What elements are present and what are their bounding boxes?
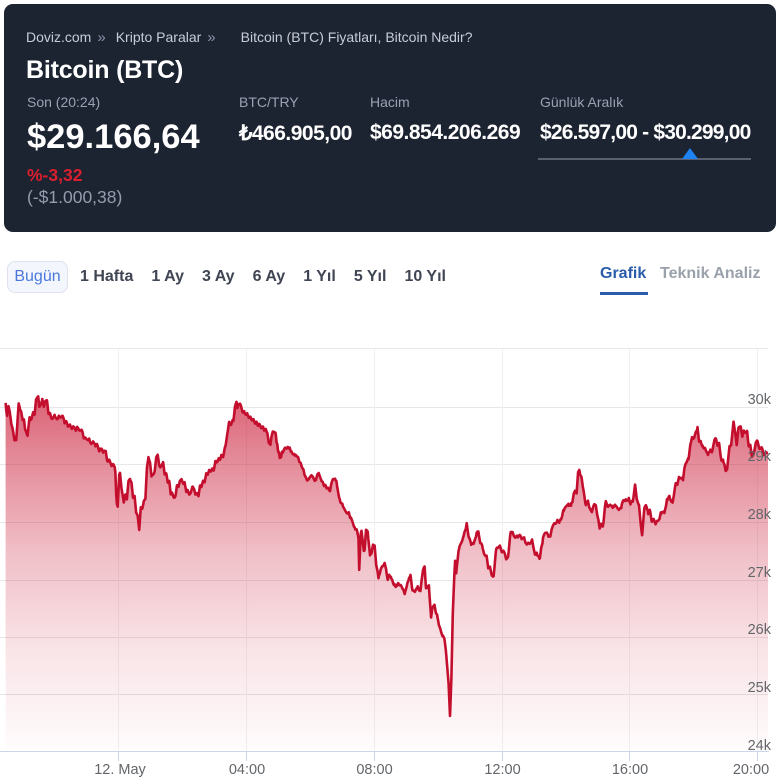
svg-text:12:00: 12:00 xyxy=(484,762,520,778)
svg-text:27k: 27k xyxy=(748,565,772,581)
svg-text:30k: 30k xyxy=(748,392,772,408)
svg-text:16:00: 16:00 xyxy=(612,762,648,778)
svg-text:26k: 26k xyxy=(748,622,772,638)
svg-text:25k: 25k xyxy=(748,680,772,696)
svg-text:12. May: 12. May xyxy=(94,762,146,778)
svg-text:29k: 29k xyxy=(748,449,772,465)
svg-text:28k: 28k xyxy=(748,507,772,523)
svg-text:20:00: 20:00 xyxy=(733,762,769,778)
svg-text:08:00: 08:00 xyxy=(356,762,392,778)
svg-text:24k: 24k xyxy=(748,738,772,754)
svg-text:04:00: 04:00 xyxy=(229,762,265,778)
